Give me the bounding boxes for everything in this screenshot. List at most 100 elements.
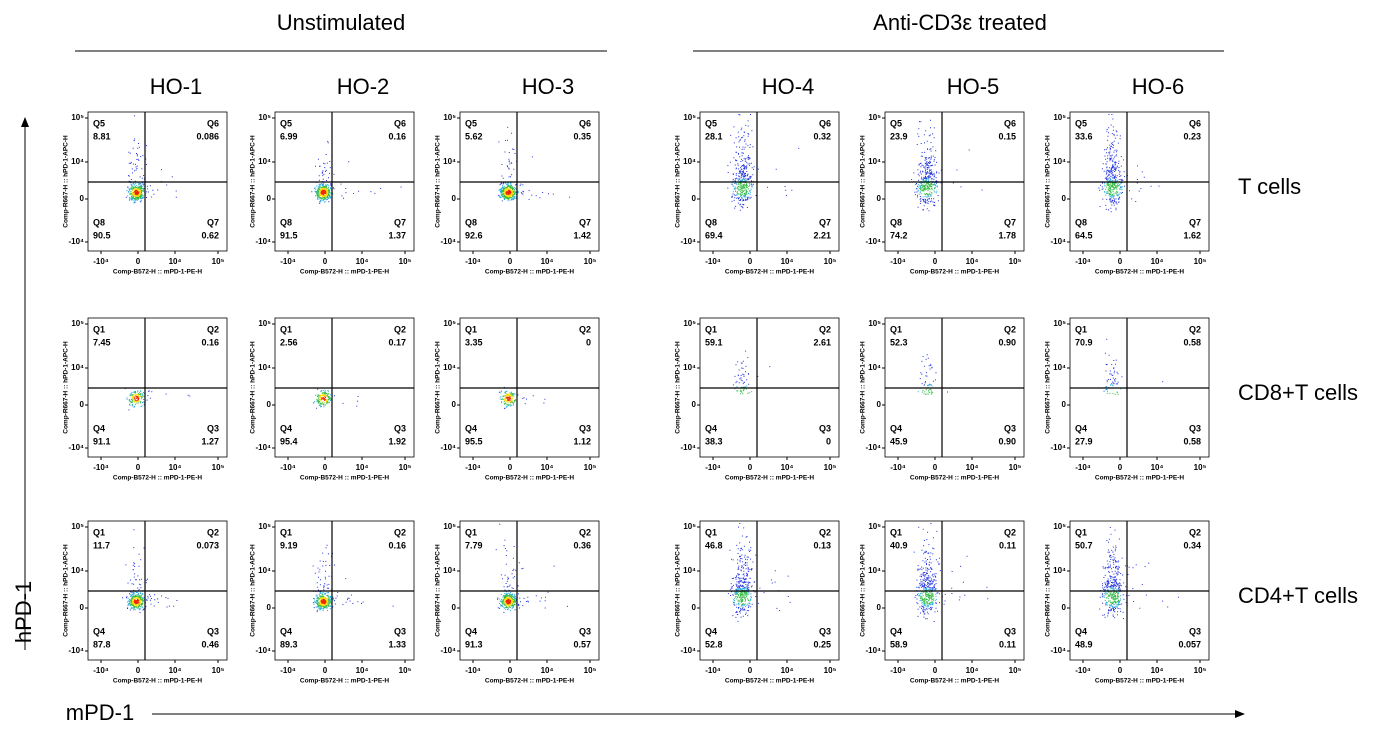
quadrant-name: Q1	[705, 527, 717, 537]
quadrant-name: Q3	[394, 423, 406, 433]
x-tick-label: 10⁵	[212, 257, 225, 266]
events	[1105, 181, 1119, 196]
y-axis-title: Comp-R667-H :: hPD-1-APC-H	[63, 341, 70, 434]
y-tick-label: 0	[692, 194, 697, 203]
y-axis-title: Comp-R667-H :: hPD-1-APC-H	[1045, 135, 1052, 228]
y-tick-label: 10⁵	[443, 319, 456, 328]
x-tick-label: 0	[1118, 666, 1123, 675]
quadrant-percent: 38.3	[705, 436, 723, 446]
events	[921, 387, 934, 395]
quadrant-percent: 2.56	[280, 337, 298, 347]
x-tick-label: 0	[323, 257, 328, 266]
x-tick-label: 10⁵	[584, 666, 597, 675]
x-tick-label: 0	[1118, 257, 1123, 266]
y-tick-label: -10⁴	[68, 646, 84, 655]
quadrant-name: Q2	[1189, 324, 1201, 334]
y-tick-label: 0	[1062, 400, 1067, 409]
quadrant-percent: 0.57	[573, 639, 591, 649]
x-tick-label: 0	[323, 666, 328, 675]
x-axis-title: Comp-B572-H :: mPD-1-PE-H	[1095, 678, 1185, 685]
x-tick-label: 10⁵	[584, 463, 597, 472]
quadrant-name: Q2	[207, 527, 219, 537]
y-axis-title: Comp-R667-H :: hPD-1-APC-H	[860, 544, 867, 637]
x-tick-label: 0	[748, 666, 753, 675]
quadrant-percent: 45.9	[890, 436, 908, 446]
y-tick-label: -10⁴	[68, 237, 84, 246]
quadrant-name: Q4	[280, 626, 292, 636]
events	[503, 393, 513, 404]
quadrant-name: Q7	[1004, 217, 1016, 227]
quadrant-percent: 91.5	[280, 230, 298, 240]
x-tick-label: 10⁴	[781, 463, 794, 472]
quadrant-percent: 1.12	[573, 436, 591, 446]
events	[133, 598, 140, 605]
panels: HO-1 HO-2 HO-3 HO-4 HO-5 HO-6 T cells Q5 8.81 Q6 0…	[63, 74, 1358, 685]
quadrant-percent: 1.27	[201, 436, 219, 446]
x-axis-title: Comp-B572-H :: mPD-1-PE-H	[910, 475, 1000, 482]
events	[134, 395, 140, 402]
flow-plot: Q1 2.56 Q2 0.17 Q4 95.4 Q3 1.92 -10⁴ 0 10⁴ 10⁵ 10⁵ 10…	[250, 317, 415, 482]
quadrant-name: Q3	[207, 626, 219, 636]
events	[501, 185, 516, 200]
x-tick-label: -10⁴	[93, 463, 109, 472]
x-axis-title: Comp-B572-H :: mPD-1-PE-H	[910, 269, 1000, 276]
y-tick-label: 10⁵	[443, 522, 456, 531]
quadrant-name: Q4	[890, 423, 902, 433]
quadrant-name: Q2	[1004, 324, 1016, 334]
x-tick-label: 10⁵	[584, 257, 597, 266]
quadrant-name: Q6	[579, 118, 591, 128]
x-tick-label: 10⁵	[212, 463, 225, 472]
quadrant-name: Q3	[819, 423, 831, 433]
x-tick-label: 10⁴	[781, 666, 794, 675]
x-tick-label: 0	[748, 463, 753, 472]
x-tick-label: 10⁴	[1151, 463, 1164, 472]
sample-title: HO-5	[947, 74, 1000, 99]
y-tick-label: 0	[267, 194, 272, 203]
quadrant-percent: 23.9	[890, 131, 908, 141]
x-tick-label: 10⁴	[1151, 666, 1164, 675]
x-tick-label: -10⁴	[890, 463, 906, 472]
x-axis-title: Comp-B572-H :: mPD-1-PE-H	[113, 269, 203, 276]
quadrant-name: Q4	[280, 423, 292, 433]
x-tick-label: 10⁵	[1194, 666, 1207, 675]
quadrant-name: Q1	[1075, 527, 1087, 537]
x-tick-label: -10⁴	[280, 463, 296, 472]
quadrant-percent: 64.5	[1075, 230, 1093, 240]
x-tick-label: 0	[136, 257, 141, 266]
y-axis-title: Comp-R667-H :: hPD-1-APC-H	[63, 135, 70, 228]
y-tick-label: 0	[692, 400, 697, 409]
quadrant-name: Q5	[1075, 118, 1087, 128]
x-tick-label: -10⁴	[465, 463, 481, 472]
y-tick-label: 10⁴	[868, 566, 881, 575]
y-tick-label: -10⁴	[680, 646, 696, 655]
y-tick-label: 10⁴	[71, 363, 84, 372]
row-label: CD8+T cells	[1238, 380, 1358, 405]
y-tick-label: 0	[80, 603, 85, 612]
events	[320, 396, 327, 401]
flow-plot: Q1 7.79 Q2 0.36 Q4 91.3 Q3 0.57 -10⁴ 0 10⁴ 10⁵ 10⁵ 10…	[435, 520, 600, 685]
quadrant-percent: 1.42	[573, 230, 591, 240]
x-tick-label: 0	[508, 463, 513, 472]
x-tick-label: 10⁴	[541, 257, 554, 266]
events	[318, 393, 328, 404]
x-tick-label: -10⁴	[93, 666, 109, 675]
quadrant-percent: 89.3	[280, 639, 298, 649]
events	[311, 140, 402, 204]
quadrant-name: Q1	[465, 527, 477, 537]
group-title: Unstimulated	[277, 10, 405, 35]
events	[1106, 390, 1119, 395]
quadrant-percent: 1.92	[388, 436, 406, 446]
events	[318, 187, 329, 198]
y-tick-label: 0	[452, 194, 457, 203]
events	[735, 181, 750, 196]
quadrant-percent: 8.81	[93, 131, 111, 141]
y-axis-title: Comp-R667-H :: hPD-1-APC-H	[675, 135, 682, 228]
y-tick-label: 10⁵	[683, 522, 696, 531]
events	[503, 596, 514, 607]
y-tick-label: 0	[452, 603, 457, 612]
quadrant-percent: 69.4	[705, 230, 723, 240]
y-tick-label: 10⁵	[443, 113, 456, 122]
x-axis-title: Comp-B572-H :: mPD-1-PE-H	[485, 269, 575, 276]
x-axis-title: Comp-B572-H :: mPD-1-PE-H	[910, 678, 1000, 685]
quadrant-name: Q3	[1189, 626, 1201, 636]
